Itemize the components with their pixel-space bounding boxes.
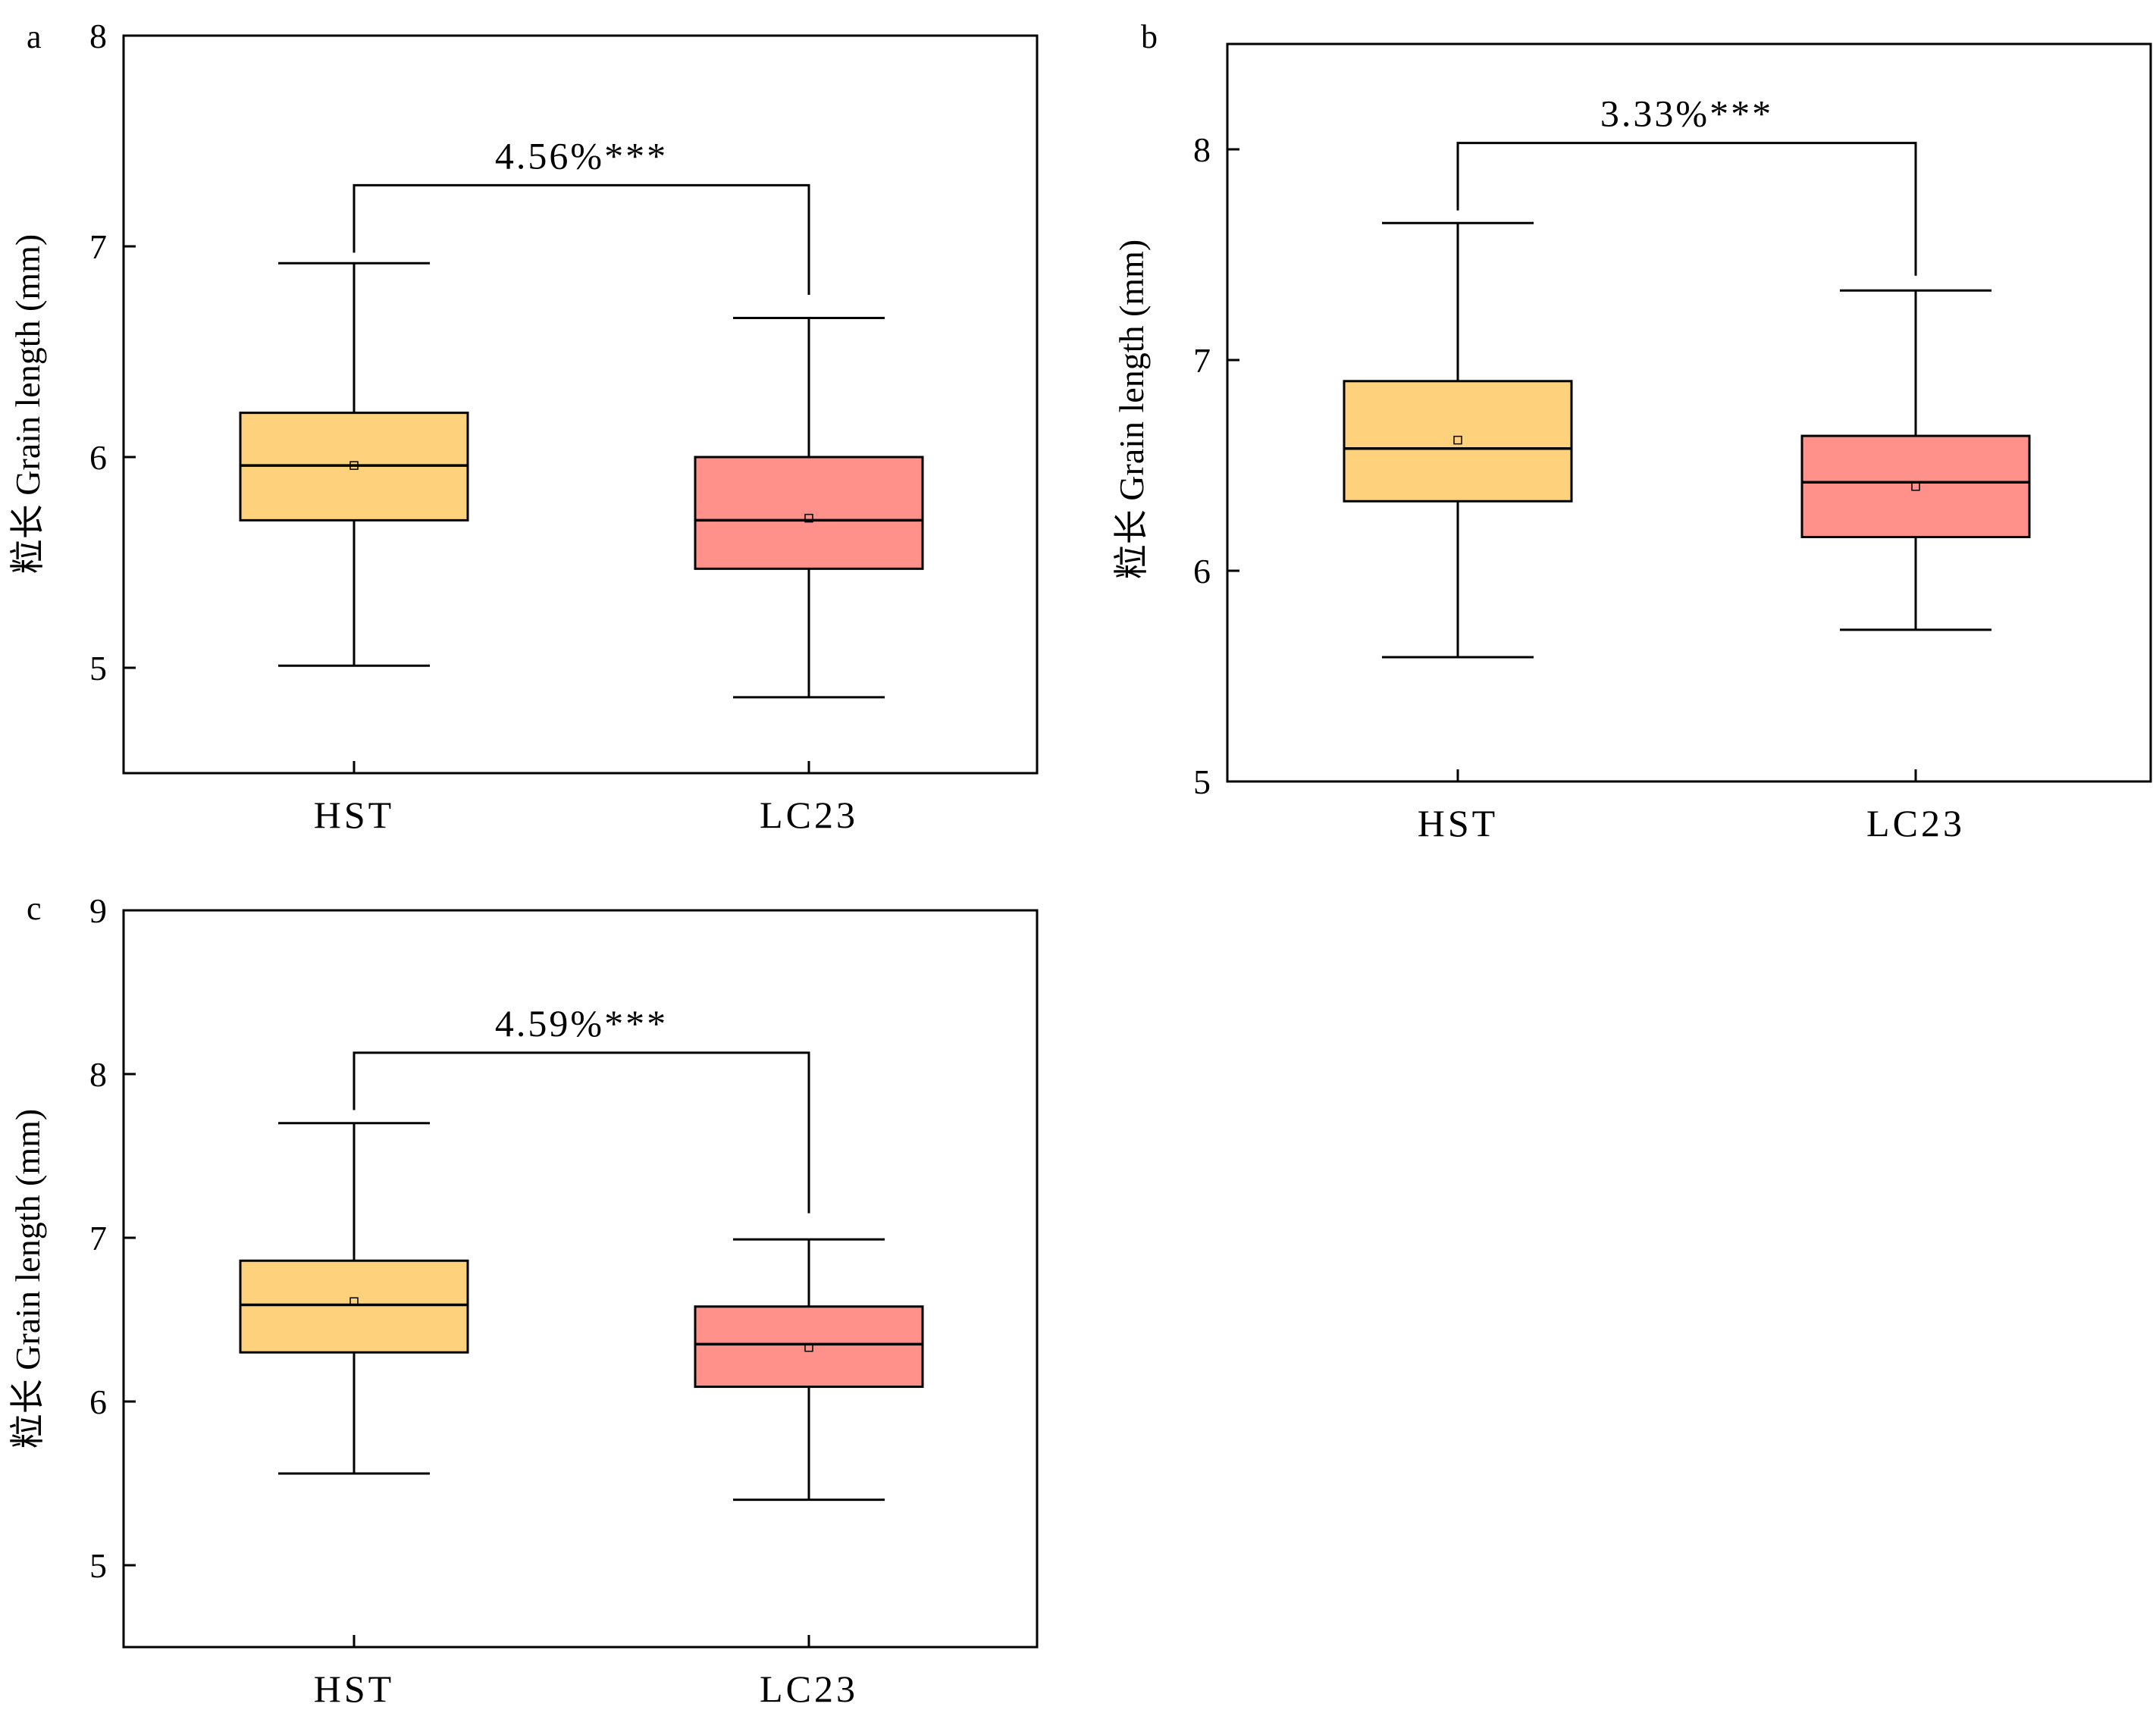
- mean-marker: [804, 1342, 813, 1352]
- plot-frame: [122, 909, 1039, 1649]
- y-tick-label: 5: [1193, 763, 1211, 801]
- y-tick-label: 9: [89, 891, 107, 930]
- x-category-label: LC23: [760, 794, 858, 836]
- y-axis-title: 粒长 Grain length (mm): [1112, 240, 1151, 579]
- iqr-box: [1343, 380, 1573, 503]
- panel-label: a: [27, 18, 42, 55]
- y-tick-label: 6: [89, 438, 107, 477]
- box-hst: [1343, 221, 1573, 659]
- mean-marker: [804, 513, 813, 523]
- y-axis-title: 粒长 Grain length (mm): [8, 234, 47, 574]
- x-category-label: LC23: [1866, 802, 1965, 844]
- y-tick-label: 8: [1193, 130, 1211, 169]
- significance-label: 4.59%***: [495, 1002, 668, 1044]
- significance-bracket: [353, 183, 810, 295]
- x-category-label: HST: [1418, 802, 1498, 844]
- y-tick-label: 8: [89, 17, 107, 55]
- significance-bracket: [353, 1051, 810, 1214]
- box-lc23: [1800, 289, 2031, 631]
- y-tick-label: 7: [89, 227, 107, 266]
- y-axis-title: 粒长 Grain length (mm): [8, 1109, 47, 1448]
- panel-label: b: [1141, 18, 1158, 55]
- box-hst: [239, 262, 469, 667]
- y-tick-label: 6: [89, 1383, 107, 1421]
- x-category-label: LC23: [760, 1668, 858, 1710]
- y-tick-label: 5: [89, 1546, 107, 1585]
- box-hst: [239, 1122, 469, 1475]
- significance-label: 3.33%***: [1600, 92, 1773, 135]
- iqr-box: [1800, 434, 2031, 539]
- iqr-box: [694, 1305, 924, 1389]
- plot-frame: [1226, 42, 2152, 783]
- x-category-label: HST: [314, 1668, 394, 1710]
- mean-marker: [1453, 435, 1462, 445]
- mean-marker: [349, 1297, 359, 1306]
- plot-frame: [122, 34, 1039, 775]
- y-tick-label: 7: [89, 1219, 107, 1257]
- mean-marker: [1911, 482, 1920, 491]
- panel-a: a 5 6 7 8 粒长 Grain length (mm) HST LC23 4.56%***: [8, 17, 1039, 836]
- x-category-label: HST: [314, 794, 394, 836]
- mean-marker: [349, 461, 359, 470]
- box-lc23: [694, 317, 924, 699]
- y-tick-label: 6: [1193, 552, 1211, 590]
- panel-label: c: [27, 890, 42, 927]
- significance-label: 4.56%***: [495, 134, 668, 177]
- panel-b: b 5 6 7 8 粒长 Grain length (mm) HST LC23 3.33%***: [1112, 18, 2152, 844]
- iqr-box: [694, 456, 924, 570]
- y-tick-label: 5: [89, 649, 107, 687]
- significance-bracket: [1456, 142, 1917, 276]
- y-tick-label: 8: [89, 1055, 107, 1094]
- panel-c: c 5 6 7 8 9 粒长 Grain length (mm) HST LC23 4.59%**…: [8, 890, 1039, 1710]
- iqr-box: [239, 1259, 469, 1354]
- box-lc23: [694, 1238, 924, 1502]
- y-tick-label: 7: [1193, 341, 1211, 380]
